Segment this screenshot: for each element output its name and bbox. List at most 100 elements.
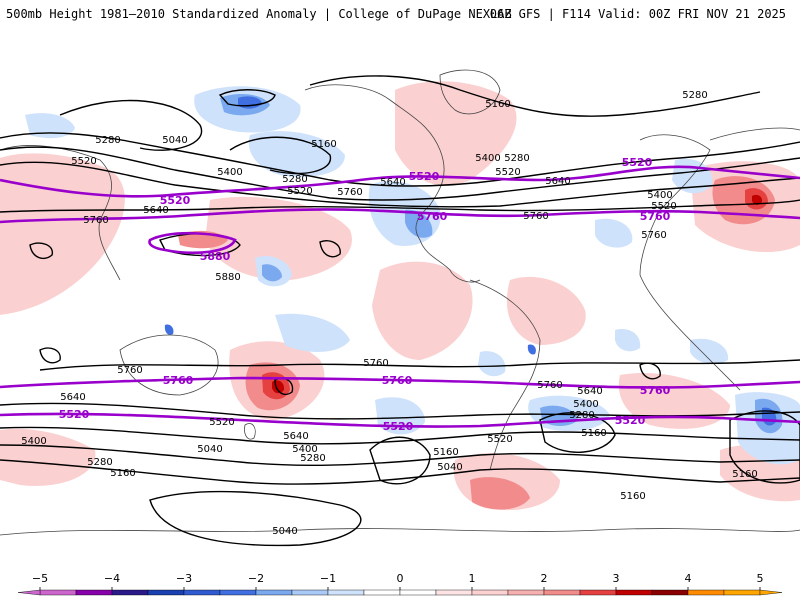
- colorbar-bin: [147, 589, 185, 596]
- colorbar-bin: [471, 589, 509, 596]
- colorbar-bin: [651, 589, 689, 596]
- contour-labels: 5280 5040 5520 5160 5400 5280 5520 5760 …: [21, 90, 757, 537]
- colorbar-tick-label: 3: [613, 572, 620, 585]
- colorbar-bin: [435, 589, 473, 596]
- anomaly-negative-area: [615, 329, 641, 352]
- anomaly-positive-area: [395, 81, 517, 186]
- anomaly-negative-area: [595, 218, 633, 248]
- coastline-south-america: [469, 279, 541, 471]
- colorbar-tick-label: 2: [541, 572, 548, 585]
- contour-label: 5760: [117, 365, 142, 376]
- model-run-info: 06Z GFS | F114 Valid: 00Z FRI NOV 21 202…: [489, 7, 786, 21]
- contour-line: [0, 132, 800, 187]
- anomaly-negative-area: [25, 113, 75, 139]
- colorbar-bin: [327, 589, 365, 596]
- contour-label: 5400: [647, 190, 672, 201]
- contour-line: [39, 347, 61, 364]
- colorbar-tick-label: −5: [32, 572, 48, 585]
- anomaly-negative-area: [690, 338, 729, 364]
- colorbar-max-extension: [759, 589, 783, 596]
- contour-label: 5760: [523, 211, 548, 222]
- anomaly-negative-area: [262, 264, 282, 282]
- anomaly-negative-area: [527, 344, 536, 355]
- contour-5760-south: [0, 376, 800, 389]
- contour-label: 5640: [60, 392, 85, 403]
- contour-line: [29, 242, 54, 260]
- anomaly-negative-area: [405, 209, 433, 238]
- contour-label: 5520: [160, 194, 191, 207]
- contour-5520-north: [0, 165, 800, 198]
- contour-label: 5760: [537, 380, 562, 391]
- anomaly-negative-area: [164, 324, 174, 335]
- contour-label: 5760: [640, 384, 671, 397]
- contour-label: 5280: [282, 174, 307, 185]
- contour-label: 5160: [732, 469, 757, 480]
- map-svg: 5280 5040 5520 5160 5400 5280 5520 5760 …: [0, 69, 800, 547]
- contour-line: [149, 490, 362, 547]
- colorbar-bin: [507, 589, 545, 596]
- contour-label: 5160: [620, 491, 645, 502]
- emphasis-contours: [0, 165, 800, 428]
- contour-label: 5520: [615, 414, 646, 427]
- contour-label: 5280: [569, 410, 594, 421]
- contour-label: 5640: [380, 177, 405, 188]
- contour-label: 5160: [485, 99, 510, 110]
- contour-label: 5640: [143, 205, 168, 216]
- contour-line: [0, 402, 800, 420]
- anomaly-positive-area: [470, 477, 530, 510]
- contour-label: 5520: [209, 417, 234, 428]
- contour-line: [639, 362, 661, 380]
- contour-line: [319, 240, 341, 258]
- coastlines: [0, 69, 800, 536]
- colorbar-bin: [363, 589, 401, 596]
- contour-line: [229, 136, 332, 175]
- contour-line: [539, 412, 616, 453]
- contour-label: 5760: [337, 187, 362, 198]
- contour-label: 5520: [622, 156, 653, 169]
- colorbar-tick-label: 4: [685, 572, 692, 585]
- colorbar-tick-label: 0: [397, 572, 404, 585]
- contour-label: 5640: [577, 386, 602, 397]
- contour-label: 5520: [71, 156, 96, 167]
- coastline-asia: [0, 127, 800, 281]
- contour-label: 5280: [682, 90, 707, 101]
- contour-label: 5280: [95, 135, 120, 146]
- colorbar-svg: −5 −4 −3 −2 −1 0 1 2 3 4 5: [17, 572, 783, 596]
- contour-line: [729, 410, 800, 484]
- contour-label: 5640: [545, 176, 570, 187]
- colorbar-bin: [543, 589, 581, 596]
- contour-label: 5160: [433, 447, 458, 458]
- colorbar-bin: [75, 589, 113, 596]
- contour-label: 5400: [292, 444, 317, 455]
- contour-label: 5520: [495, 167, 520, 178]
- contour-label: 5520: [409, 170, 440, 183]
- colorbar-tick-label: −1: [320, 572, 336, 585]
- contour-line: [309, 75, 761, 117]
- colorbar-bin: [39, 589, 77, 596]
- contour-label: 5280: [87, 457, 112, 468]
- colorbar-tick-label: −2: [248, 572, 264, 585]
- contour-label: 5760: [83, 215, 108, 226]
- colorbar-bin: [723, 589, 761, 596]
- colorbar-tick-label: −3: [176, 572, 192, 585]
- contour-label: 5040: [197, 444, 222, 455]
- contour-label: 5880: [215, 272, 240, 283]
- colorbar: −5 −4 −3 −2 −1 0 1 2 3 4 5: [0, 566, 800, 600]
- contour-line: [0, 444, 800, 467]
- anomaly-positive-area: [0, 428, 96, 486]
- contour-label: 5160: [581, 428, 606, 439]
- contour-label: 5520: [383, 420, 414, 433]
- contour-label: 5520: [487, 434, 512, 445]
- contour-line: [218, 89, 276, 107]
- contour-line: [59, 99, 203, 151]
- colorbar-bins: [17, 589, 783, 596]
- contour-line: [39, 359, 800, 371]
- contour-5520-south: [0, 412, 800, 428]
- colorbar-bin: [687, 589, 725, 596]
- contour-5880-loop: [148, 231, 237, 255]
- anomaly-positive-area: [205, 196, 352, 281]
- colorbar-bin: [255, 589, 293, 596]
- colorbar-bin: [399, 589, 437, 596]
- contour-line: [0, 459, 800, 485]
- contour-label: 5760: [382, 374, 413, 387]
